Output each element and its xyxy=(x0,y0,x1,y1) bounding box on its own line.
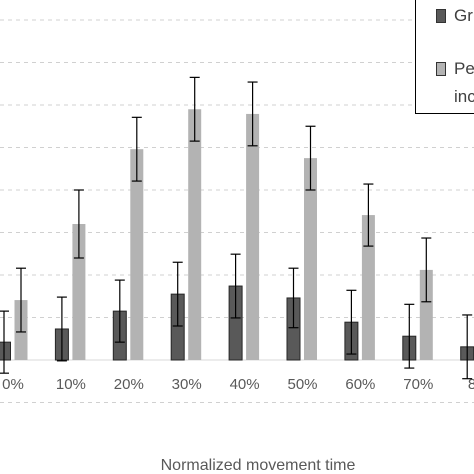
bar xyxy=(130,149,144,360)
legend-label: Gr xyxy=(454,6,473,25)
bar xyxy=(0,341,11,361)
bar xyxy=(419,269,433,360)
error-bar xyxy=(421,237,432,303)
error-bar xyxy=(363,183,374,247)
x-tick-label: 40% xyxy=(230,376,260,393)
error-bar xyxy=(288,267,299,329)
error-bar xyxy=(16,267,26,333)
error-bar xyxy=(305,125,316,191)
bar xyxy=(246,113,260,360)
error-bar xyxy=(0,310,9,374)
error-bar xyxy=(247,81,258,147)
legend-label: Pe inc xyxy=(454,59,474,106)
x-axis-title: Normalized movement time xyxy=(161,457,356,474)
legend-item: Gr xyxy=(436,6,474,30)
error-bar xyxy=(131,116,142,182)
legend-swatch xyxy=(436,9,446,23)
error-bar xyxy=(114,279,125,343)
error-bar xyxy=(462,314,473,380)
x-tick-label: 0% xyxy=(2,376,24,393)
x-tick-label: 50% xyxy=(287,376,317,393)
x-tick-label: 10% xyxy=(56,376,86,393)
error-bar xyxy=(346,289,357,355)
x-tick-label: 20% xyxy=(114,376,144,393)
legend-item: Pe inc xyxy=(436,59,474,111)
error-bar xyxy=(230,253,241,319)
x-tick-label: 80 xyxy=(468,376,474,393)
bar xyxy=(361,215,375,360)
bar xyxy=(188,109,202,360)
error-bar xyxy=(404,303,415,369)
x-tick-label: 70% xyxy=(403,376,433,393)
x-tick-label: 60% xyxy=(345,376,375,393)
x-tick-label: 30% xyxy=(172,376,202,393)
error-bar xyxy=(56,296,67,362)
error-bar xyxy=(73,189,84,259)
error-bar xyxy=(172,261,183,327)
bar xyxy=(304,158,317,360)
error-bar xyxy=(189,76,200,142)
legend: Gr Pe inc xyxy=(415,0,474,114)
legend-swatch xyxy=(436,62,446,76)
